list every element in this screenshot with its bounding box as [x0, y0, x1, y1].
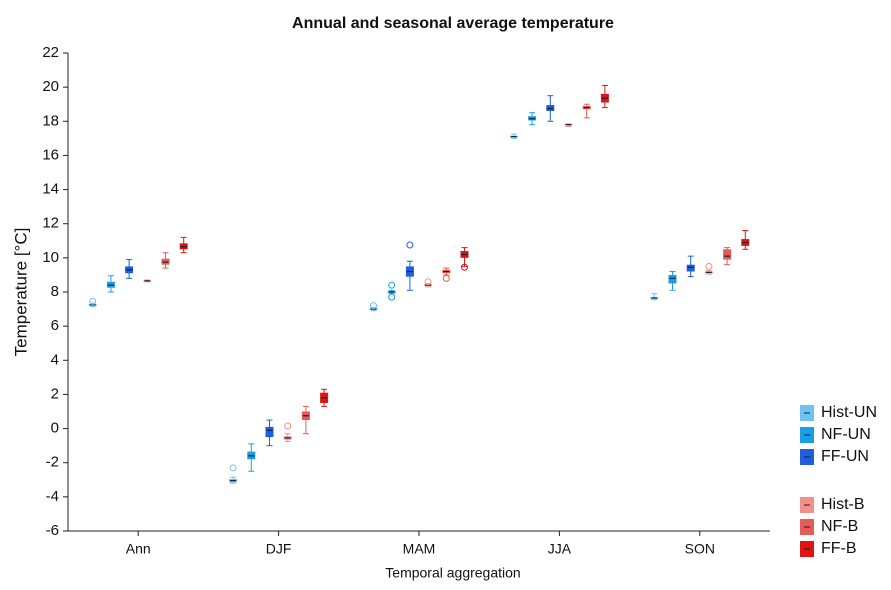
y-tick-label: 18: [42, 112, 59, 129]
x-axis-label: Temporal aggregation: [385, 565, 520, 581]
x-tick-label: SON: [685, 541, 715, 557]
y-tick-label: 6: [51, 317, 59, 334]
y-tick-label: 4: [51, 351, 59, 368]
legend-label: FF-B: [821, 540, 857, 557]
y-tick-label: 0: [51, 420, 59, 437]
y-tick-label: -6: [46, 522, 59, 539]
outlier: [89, 297, 97, 305]
outlier: [705, 262, 713, 270]
box: [668, 274, 677, 284]
y-tick-label: 20: [42, 78, 59, 95]
x-tick-label: JJA: [548, 541, 572, 557]
box: [723, 249, 732, 260]
y-tick-label: -2: [46, 454, 59, 471]
chart-title: Annual and seasonal average temperature: [292, 15, 614, 32]
outlier: [424, 278, 432, 286]
legend-label: NF-UN: [821, 426, 871, 443]
outlier: [370, 302, 377, 310]
y-tick-label: 2: [51, 385, 59, 402]
y-axis-label: Temperature [°C]: [11, 228, 30, 357]
legend-label: Hist-B: [821, 496, 865, 513]
outlier: [406, 241, 414, 249]
box: [265, 426, 274, 438]
legend-label: Hist-UN: [821, 404, 877, 421]
outlier: [229, 464, 237, 472]
outlier: [284, 422, 292, 430]
y-tick-label: 12: [42, 215, 59, 232]
y-tick-label: 22: [42, 44, 59, 61]
x-tick-label: MAM: [403, 541, 436, 557]
y-tick-label: 8: [51, 283, 59, 300]
outlier: [461, 263, 468, 271]
y-tick-label: 14: [42, 181, 59, 198]
x-tick-label: Ann: [126, 541, 151, 557]
x-tick-label: DJF: [266, 541, 292, 557]
legend-label: NF-B: [821, 518, 858, 535]
y-tick-label: -4: [46, 488, 59, 505]
outlier: [442, 274, 450, 282]
outlier: [388, 293, 396, 301]
y-tick-label: 10: [42, 249, 59, 266]
outlier: [388, 281, 396, 289]
y-tick-label: 16: [42, 146, 59, 163]
box: [686, 264, 695, 272]
legend-label: FF-UN: [821, 448, 869, 465]
